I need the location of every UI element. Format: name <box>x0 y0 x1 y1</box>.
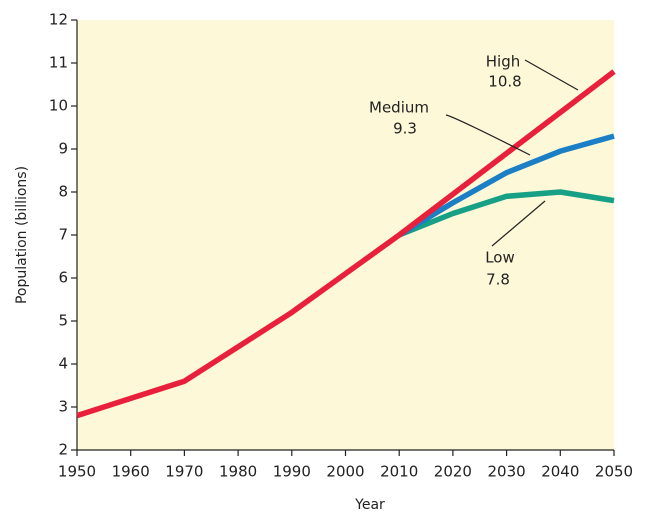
x-tick-label: 1990 <box>273 463 311 481</box>
x-tick-label: 1980 <box>219 463 257 481</box>
value-label: 7.8 <box>486 271 510 289</box>
series-line <box>76 69 616 419</box>
legend-label: Medium <box>369 99 429 117</box>
y-tick-label: 6 <box>58 269 68 287</box>
x-tick-label: 2010 <box>380 463 418 481</box>
series-line <box>397 133 615 238</box>
y-tick-label: 7 <box>58 226 68 244</box>
y-tick-label: 4 <box>58 355 68 373</box>
leader-line <box>524 59 579 91</box>
y-tick-label: 8 <box>58 183 68 201</box>
x-axis-label: Year <box>354 497 385 513</box>
y-tick-label: 2 <box>58 441 68 459</box>
leader-line <box>491 200 546 247</box>
series-line <box>398 189 615 238</box>
leader-line <box>445 114 531 156</box>
value-label: 9.3 <box>393 120 417 138</box>
x-tick-label: 2020 <box>434 463 472 481</box>
x-tick-label: 1960 <box>112 463 150 481</box>
legend-label: Low <box>485 249 515 267</box>
x-tick-label: 2040 <box>541 463 579 481</box>
y-tick-label: 3 <box>58 398 68 416</box>
x-tick-label: 2030 <box>488 463 526 481</box>
y-tick-label: 12 <box>49 11 68 29</box>
x-tick-label: 2050 <box>595 463 633 481</box>
y-tick-label: 5 <box>58 312 68 330</box>
y-tick-label: 9 <box>58 140 68 158</box>
x-tick-label: 2000 <box>326 463 364 481</box>
value-label: 10.8 <box>488 73 521 91</box>
plot-background <box>77 20 614 450</box>
y-tick-label: 10 <box>49 97 68 115</box>
legend-label: High <box>486 53 520 71</box>
x-tick-label: 1950 <box>58 463 96 481</box>
x-tick-label: 1970 <box>165 463 203 481</box>
y-tick-label: 11 <box>49 54 68 72</box>
y-axis-label: Population (billions) <box>14 166 30 304</box>
